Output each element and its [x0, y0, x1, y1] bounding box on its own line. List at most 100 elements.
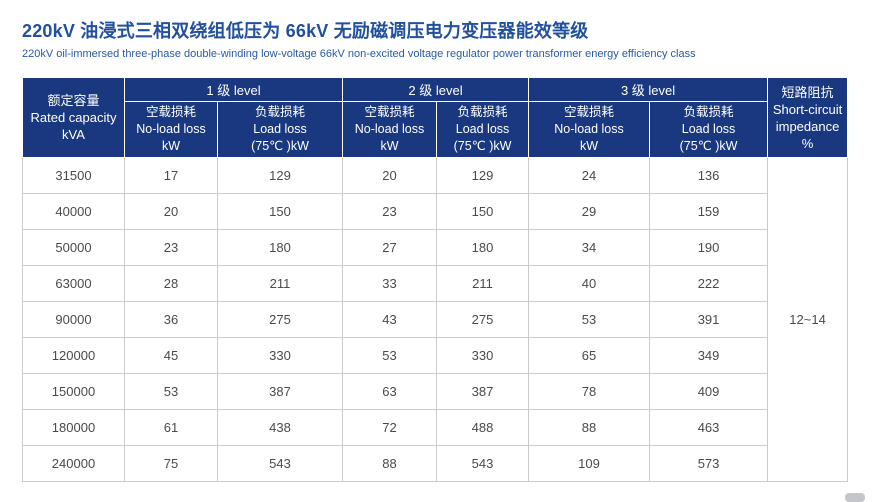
cell-l1-load: 330 — [216, 337, 344, 374]
cell-l1-load: 438 — [216, 409, 344, 446]
impedance-header-zh: 短路阻抗 — [781, 84, 834, 100]
header-row-loss-types: 空载损耗 No-load loss kW 负载损耗 Load loss (75℃… — [23, 101, 848, 158]
cell-l1-load: 387 — [216, 373, 344, 410]
table-row: 120000 45 330 53 330 65 349 — [22, 337, 848, 374]
cell-l2-noload: 88 — [342, 445, 438, 482]
cell-l3-load: 136 — [649, 157, 769, 194]
cell-capacity: 40000 — [22, 193, 125, 230]
cell-capacity: 180000 — [22, 409, 125, 446]
cell-l3-noload: 88 — [528, 409, 651, 446]
col-header-l1-noload: 空载损耗 No-load loss kW — [124, 101, 218, 158]
col-header-l3-noload: 空载损耗 No-load loss kW — [528, 101, 651, 158]
noload-en: No-load loss — [136, 122, 206, 136]
header-row-levels: 额定容量 Rated capacity kVA 1 级 level 2 级 le… — [22, 77, 849, 158]
cell-capacity: 50000 — [22, 229, 125, 266]
cell-l1-load: 180 — [216, 229, 344, 266]
cell-l1-load: 129 — [216, 157, 344, 194]
cell-l3-noload: 65 — [528, 337, 651, 374]
cell-l2-load: 180 — [436, 229, 530, 266]
capacity-header-unit: kVA — [62, 127, 85, 142]
load-en: Load loss — [455, 122, 510, 136]
cell-l2-noload: 53 — [342, 337, 438, 374]
cell-l3-noload: 24 — [528, 157, 651, 194]
noload-unit: kW — [161, 139, 181, 153]
cell-l3-load: 409 — [649, 373, 769, 410]
load-unit: (75℃ )kW — [679, 139, 738, 153]
cell-l2-noload: 23 — [342, 193, 438, 230]
noload-unit: kW — [380, 139, 399, 153]
noload-zh: 空载损耗 — [564, 105, 615, 119]
load-en: Load loss — [681, 122, 736, 136]
cell-l1-noload: 17 — [124, 157, 218, 194]
col-header-l2-load: 负载损耗 Load loss (75℃ )kW — [436, 101, 530, 158]
page-title: 220kV 油浸式三相双绕组低压为 66kV 无励磁调压电力变压器能效等级 — [22, 21, 589, 41]
table-body: 31500 17 129 20 129 24 136 12~14 40000 2… — [22, 157, 849, 482]
noload-en: No-load loss — [354, 122, 425, 136]
cell-l1-noload: 23 — [124, 229, 218, 266]
cell-l2-load: 543 — [436, 445, 530, 482]
efficiency-table: 额定容量 Rated capacity kVA 1 级 level 2 级 le… — [22, 77, 849, 482]
noload-en: No-load loss — [554, 122, 624, 136]
col-header-level-3: 3 级 level — [528, 77, 769, 102]
cell-l1-load: 543 — [216, 445, 344, 482]
col-header-l2-noload: 空载损耗 No-load loss kW — [342, 101, 438, 158]
table-row: 90000 36 275 43 275 53 391 — [22, 301, 848, 338]
table-row: 240000 75 543 88 543 109 573 — [22, 445, 848, 482]
col-header-level-2: 2 级 level — [342, 77, 530, 102]
cell-l1-load: 211 — [216, 265, 344, 302]
cell-l3-load: 222 — [649, 265, 769, 302]
table-row: 180000 61 438 72 488 88 463 — [22, 409, 848, 446]
cell-l3-load: 463 — [649, 409, 769, 446]
cell-l2-load: 129 — [436, 157, 530, 194]
cell-l2-load: 211 — [436, 265, 530, 302]
cell-l2-load: 150 — [436, 193, 530, 230]
cell-l1-noload: 28 — [124, 265, 218, 302]
cell-l2-load: 275 — [436, 301, 530, 338]
col-header-level-1: 1 级 level — [123, 77, 344, 102]
cell-l1-noload: 36 — [124, 301, 218, 338]
title-block: 220kV 油浸式三相双绕组低压为 66kV 无励磁调压电力变压器能效等级 22… — [0, 0, 874, 61]
cell-l1-noload: 20 — [124, 193, 218, 230]
col-header-impedance: 短路阻抗 Short-circuit impedance % — [767, 77, 849, 158]
cell-capacity: 120000 — [22, 337, 125, 374]
col-header-rated-capacity: 额定容量 Rated capacity kVA — [22, 77, 125, 158]
table-row: 150000 53 387 63 387 78 409 — [22, 373, 848, 410]
noload-unit: kW — [580, 139, 599, 153]
table-header: 额定容量 Rated capacity kVA 1 级 level 2 级 le… — [22, 77, 849, 158]
cell-l2-noload: 33 — [342, 265, 438, 302]
noload-zh: 空载损耗 — [364, 105, 415, 119]
cell-l2-noload: 27 — [342, 229, 438, 266]
cell-l3-noload: 78 — [528, 373, 651, 410]
cell-l2-noload: 63 — [342, 373, 438, 410]
cell-l1-noload: 75 — [124, 445, 218, 482]
load-zh: 负载损耗 — [457, 105, 508, 119]
cell-l3-load: 573 — [649, 445, 769, 482]
cell-l3-noload: 109 — [528, 445, 651, 482]
cell-l1-noload: 45 — [124, 337, 218, 374]
cell-l2-noload: 20 — [342, 157, 438, 194]
cell-l2-load: 387 — [436, 373, 530, 410]
load-unit: (75℃ )kW — [453, 139, 512, 153]
noload-zh: 空载损耗 — [145, 105, 196, 119]
load-zh: 负载损耗 — [683, 105, 734, 119]
cell-capacity: 240000 — [22, 445, 125, 482]
cell-l3-load: 159 — [649, 193, 769, 230]
cell-l3-noload: 40 — [528, 265, 651, 302]
load-en: Load loss — [253, 122, 307, 136]
impedance-header-unit: % — [801, 135, 814, 151]
col-header-l1-load: 负载损耗 Load loss (75℃ )kW — [216, 101, 344, 158]
cell-capacity: 63000 — [22, 265, 125, 302]
page-subtitle: 220kV oil-immersed three-phase double-wi… — [22, 47, 696, 60]
capacity-header-en: Rated capacity — [30, 110, 117, 125]
impedance-header-en1: Short-circuit — [772, 101, 843, 117]
cell-l2-noload: 72 — [342, 409, 438, 446]
cell-l3-noload: 34 — [528, 229, 651, 266]
cell-l3-noload: 53 — [528, 301, 651, 338]
cell-capacity: 90000 — [22, 301, 125, 338]
cell-l3-load: 349 — [649, 337, 769, 374]
table-row: 63000 28 211 33 211 40 222 — [22, 265, 848, 302]
cell-l1-noload: 53 — [124, 373, 218, 410]
cell-l1-noload: 61 — [124, 409, 218, 446]
cell-impedance: 12~14 — [767, 157, 849, 482]
